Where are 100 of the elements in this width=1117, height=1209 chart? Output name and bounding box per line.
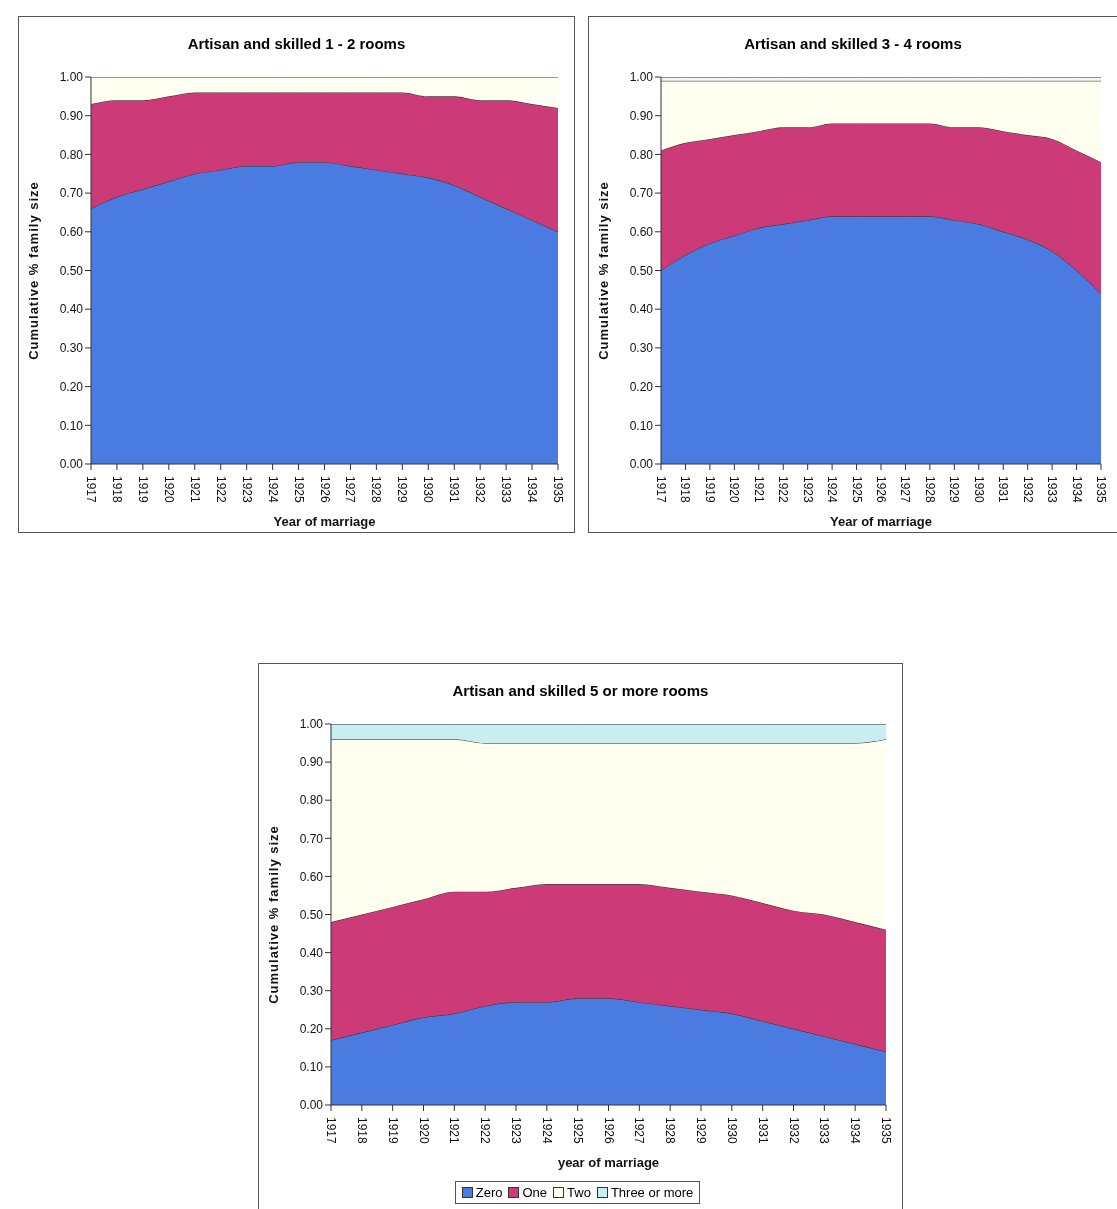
x-tick-label: 1931 bbox=[447, 476, 462, 504]
x-tick-label: 1922 bbox=[213, 476, 228, 504]
chart-title: Artisan and skilled 5 or more rooms bbox=[451, 682, 710, 701]
y-tick-label: 0.70 bbox=[629, 186, 654, 201]
chart-title: Artisan and skilled 1 - 2 rooms bbox=[186, 35, 407, 54]
y-tick-label: 0.30 bbox=[299, 983, 324, 998]
y-tick-label: 0.50 bbox=[629, 263, 654, 278]
x-tick-label: 1919 bbox=[702, 476, 717, 504]
y-axis-title: Cumulative % family size bbox=[595, 181, 611, 360]
y-tick-label: 0.40 bbox=[299, 945, 324, 960]
legend-label: One bbox=[521, 1185, 548, 1200]
x-tick-label: 1929 bbox=[395, 476, 410, 504]
x-tick-label: 1931 bbox=[996, 476, 1011, 504]
y-tick-label: 0.00 bbox=[59, 457, 84, 472]
y-tick-label: 0.30 bbox=[629, 341, 654, 356]
y-tick-label: 0.10 bbox=[629, 418, 654, 433]
x-tick-label: 1929 bbox=[947, 476, 962, 504]
x-tick-label: 1932 bbox=[1020, 476, 1035, 504]
x-tick-label: 1924 bbox=[539, 1117, 554, 1145]
x-tick-label: 1918 bbox=[354, 1117, 369, 1145]
y-tick-label: 0.20 bbox=[59, 379, 84, 394]
x-tick-label: 1918 bbox=[678, 476, 693, 504]
y-tick-label: 1.00 bbox=[299, 717, 324, 732]
x-tick-label: 1922 bbox=[776, 476, 791, 504]
y-tick-label: 0.40 bbox=[59, 302, 84, 317]
y-tick-label: 0.50 bbox=[299, 907, 324, 922]
y-tick-label: 1.00 bbox=[59, 70, 84, 85]
x-tick-label: 1923 bbox=[509, 1117, 523, 1145]
y-tick-label: 0.10 bbox=[299, 1060, 324, 1075]
y-tick-label: 0.20 bbox=[299, 1022, 324, 1037]
x-tick-label: 1919 bbox=[135, 476, 150, 504]
x-tick-label: 1926 bbox=[874, 476, 888, 504]
x-tick-label: 1923 bbox=[800, 476, 815, 504]
x-tick-label: 1921 bbox=[187, 476, 202, 504]
x-tick-label: 1920 bbox=[416, 1117, 431, 1145]
y-tick-label: 0.90 bbox=[299, 755, 324, 770]
y-tick-label: 0.80 bbox=[59, 147, 84, 162]
x-tick-label: 1935 bbox=[1094, 476, 1108, 504]
x-tick-label: 1929 bbox=[694, 1117, 708, 1145]
x-tick-label: 1932 bbox=[786, 1117, 801, 1145]
x-axis-title: Year of marriage bbox=[830, 514, 932, 529]
y-tick-label: 0.60 bbox=[299, 869, 324, 884]
x-tick-label: 1933 bbox=[499, 476, 514, 504]
x-tick-label: 1933 bbox=[1045, 476, 1060, 504]
x-tick-label: 1927 bbox=[343, 476, 358, 504]
x-tick-label: 1925 bbox=[849, 476, 864, 504]
x-tick-label: 1923 bbox=[239, 476, 254, 504]
x-tick-label: 1921 bbox=[447, 1117, 462, 1145]
x-tick-label: 1917 bbox=[324, 1117, 338, 1145]
y-axis-title: Cumulative % family size bbox=[25, 181, 41, 360]
x-tick-label: 1934 bbox=[848, 1117, 863, 1145]
y-tick-label: 0.70 bbox=[299, 831, 324, 846]
x-tick-label: 1935 bbox=[879, 1117, 893, 1145]
x-tick-label: 1925 bbox=[291, 476, 306, 504]
x-tick-label: 1928 bbox=[922, 476, 937, 504]
y-tick-label: 0.90 bbox=[629, 108, 654, 123]
x-tick-label: 1934 bbox=[1069, 476, 1084, 504]
legend-label: Three or more bbox=[609, 1185, 694, 1200]
x-tick-label: 1924 bbox=[265, 476, 280, 504]
y-tick-label: 0.90 bbox=[59, 108, 84, 123]
x-tick-label: 1934 bbox=[525, 476, 540, 504]
y-tick-label: 0.80 bbox=[629, 147, 654, 162]
x-tick-label: 1930 bbox=[724, 1117, 739, 1145]
y-tick-label: 0.10 bbox=[59, 418, 84, 433]
x-tick-label: 1924 bbox=[825, 476, 840, 504]
y-tick-label: 0.80 bbox=[299, 793, 324, 808]
x-tick-label: 1930 bbox=[421, 476, 436, 504]
x-tick-label: 1921 bbox=[751, 476, 766, 504]
x-tick-label: 1926 bbox=[601, 1117, 616, 1145]
x-axis-title: year of marriage bbox=[557, 1155, 660, 1170]
x-tick-label: 1917 bbox=[654, 476, 668, 504]
x-tick-label: 1932 bbox=[473, 476, 488, 504]
x-tick-label: 1917 bbox=[84, 476, 98, 504]
x-tick-label: 1927 bbox=[898, 476, 913, 504]
legend-label: Two bbox=[566, 1185, 591, 1200]
y-axis-title: Cumulative % family size bbox=[265, 825, 281, 1004]
x-tick-label: 1918 bbox=[109, 476, 124, 504]
x-axis-title: Year of marriage bbox=[273, 514, 376, 529]
x-tick-label: 1931 bbox=[755, 1117, 770, 1145]
y-tick-label: 0.40 bbox=[629, 302, 654, 317]
x-tick-label: 1927 bbox=[632, 1117, 647, 1145]
x-tick-label: 1926 bbox=[317, 476, 332, 504]
y-tick-label: 0.60 bbox=[59, 225, 84, 240]
y-tick-label: 0.20 bbox=[629, 379, 654, 394]
x-tick-label: 1920 bbox=[727, 476, 742, 504]
y-tick-label: 0.50 bbox=[59, 263, 84, 278]
x-tick-label: 1922 bbox=[478, 1117, 493, 1145]
y-tick-label: 0.60 bbox=[629, 225, 654, 240]
x-tick-label: 1925 bbox=[570, 1117, 585, 1145]
chart-title: Artisan and skilled 3 - 4 rooms bbox=[743, 35, 963, 54]
y-tick-label: 0.70 bbox=[59, 186, 84, 201]
x-tick-label: 1920 bbox=[161, 476, 176, 504]
y-tick-label: 0.30 bbox=[59, 341, 84, 356]
x-tick-label: 1928 bbox=[663, 1117, 678, 1145]
y-tick-label: 0.00 bbox=[299, 1098, 324, 1113]
x-tick-label: 1935 bbox=[551, 476, 565, 504]
x-tick-label: 1933 bbox=[817, 1117, 832, 1145]
x-tick-label: 1930 bbox=[971, 476, 986, 504]
legend-label: Zero bbox=[474, 1185, 503, 1200]
y-tick-label: 0.00 bbox=[629, 457, 654, 472]
